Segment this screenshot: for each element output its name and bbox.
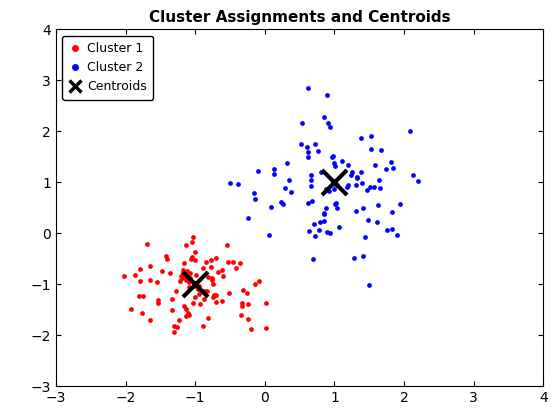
Legend: Cluster 1, Cluster 2, Centroids: Cluster 1, Cluster 2, Centroids bbox=[62, 36, 153, 100]
Title: Cluster Assignments and Centroids: Cluster Assignments and Centroids bbox=[149, 10, 450, 26]
